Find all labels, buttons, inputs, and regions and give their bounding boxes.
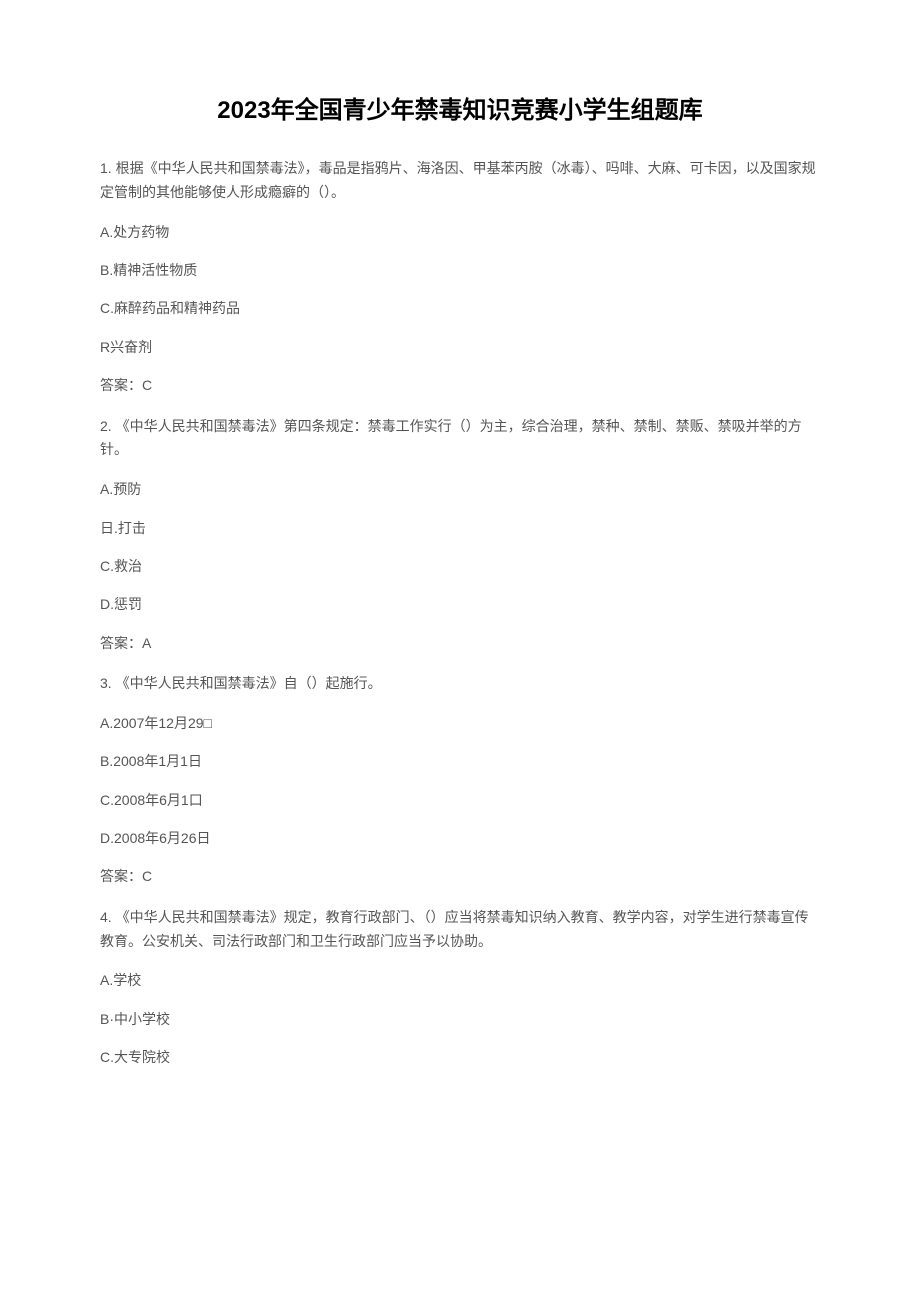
question-text: 2. 《中华人民共和国禁毒法》第四条规定：禁毒工作实行（）为主，综合治理，禁种、… (100, 415, 820, 463)
option-text: 2007年12月29□ (113, 715, 212, 731)
question-number: 3. (100, 675, 116, 691)
question-body: 根据《中华人民共和国禁毒法》，毒品是指鸦片、海洛因、甲基苯丙胺（冰毒）、吗啡、大… (100, 160, 816, 200)
question-block: 2. 《中华人民共和国禁毒法》第四条规定：禁毒工作实行（）为主，综合治理，禁种、… (100, 415, 820, 655)
answer-value: A (142, 635, 151, 651)
answer-line: 答案：C (100, 374, 820, 396)
question-number: 1. (100, 160, 116, 176)
question-number: 2. (100, 418, 116, 434)
option-letter: D. (100, 830, 114, 846)
option-item: A.处方药物 (100, 221, 820, 243)
question-body: 《中华人民共和国禁毒法》第四条规定：禁毒工作实行（）为主，综合治理，禁种、禁制、… (100, 418, 802, 458)
option-item: C.大专院校 (100, 1046, 820, 1068)
option-text: 2008年6月26日 (114, 830, 211, 846)
question-block: 1. 根据《中华人民共和国禁毒法》，毒品是指鸦片、海洛因、甲基苯丙胺（冰毒）、吗… (100, 157, 820, 397)
option-letter: A. (100, 224, 113, 240)
question-body: 《中华人民共和国禁毒法》规定，教育行政部门、（）应当将禁毒知识纳入教育、教学内容… (100, 909, 809, 949)
option-text: 预防 (113, 481, 141, 497)
question-text: 3. 《中华人民共和国禁毒法》自（）起施行。 (100, 672, 820, 696)
option-text: 处方药物 (113, 224, 169, 240)
question-block: 4. 《中华人民共和国禁毒法》规定，教育行政部门、（）应当将禁毒知识纳入教育、教… (100, 906, 820, 1069)
answer-label: 答案： (100, 377, 142, 393)
option-letter: D. (100, 596, 114, 612)
option-text: 学校 (113, 972, 141, 988)
answer-label: 答案： (100, 868, 142, 884)
option-letter: A. (100, 715, 113, 731)
option-letter: A. (100, 481, 113, 497)
option-item: D.2008年6月26日 (100, 827, 820, 849)
option-text: 兴奋剂 (110, 339, 152, 355)
answer-label: 答案： (100, 635, 142, 651)
option-item: A.学校 (100, 969, 820, 991)
question-number: 4. (100, 909, 116, 925)
option-text: 救治 (114, 558, 142, 574)
option-letter: C. (100, 1049, 114, 1065)
option-text: 麻醉药品和精神药品 (114, 300, 240, 316)
option-letter: B· (100, 1011, 114, 1027)
option-text: 2008年6月1口 (114, 792, 203, 808)
option-letter: C. (100, 300, 114, 316)
option-item: B.精神活性物质 (100, 259, 820, 281)
option-item: A.2007年12月29□ (100, 712, 820, 734)
question-block: 3. 《中华人民共和国禁毒法》自（）起施行。A.2007年12月29□B.200… (100, 672, 820, 888)
option-text: 2008年1月1日 (113, 753, 202, 769)
option-letter: A. (100, 972, 113, 988)
questions-container: 1. 根据《中华人民共和国禁毒法》，毒品是指鸦片、海洛因、甲基苯丙胺（冰毒）、吗… (100, 157, 820, 1069)
option-item: D.惩罚 (100, 593, 820, 615)
answer-line: 答案：C (100, 865, 820, 887)
option-item: B.2008年1月1日 (100, 750, 820, 772)
option-item: B·中小学校 (100, 1008, 820, 1030)
option-text: 精神活性物质 (113, 262, 197, 278)
option-item: C.麻醉药品和精神药品 (100, 297, 820, 319)
option-letter: C. (100, 792, 114, 808)
option-letter: R (100, 339, 110, 355)
option-text: 大专院校 (114, 1049, 170, 1065)
document-title: 2023年全国青少年禁毒知识竞赛小学生组题库 (100, 90, 820, 125)
answer-line: 答案：A (100, 632, 820, 654)
question-body: 《中华人民共和国禁毒法》自（）起施行。 (116, 675, 382, 691)
option-letter: B. (100, 262, 113, 278)
option-item: C.救治 (100, 555, 820, 577)
option-item: C.2008年6月1口 (100, 789, 820, 811)
answer-value: C (142, 377, 152, 393)
option-text: 中小学校 (114, 1011, 170, 1027)
option-item: R兴奋剂 (100, 336, 820, 358)
option-item: 日.打击 (100, 517, 820, 539)
option-letter: B. (100, 753, 113, 769)
option-text: 惩罚 (114, 596, 142, 612)
option-item: A.预防 (100, 478, 820, 500)
answer-value: C (142, 868, 152, 884)
option-letter: C. (100, 558, 114, 574)
question-text: 4. 《中华人民共和国禁毒法》规定，教育行政部门、（）应当将禁毒知识纳入教育、教… (100, 906, 820, 954)
option-text: 打击 (118, 520, 146, 536)
question-text: 1. 根据《中华人民共和国禁毒法》，毒品是指鸦片、海洛因、甲基苯丙胺（冰毒）、吗… (100, 157, 820, 205)
option-letter: 日. (100, 520, 118, 536)
